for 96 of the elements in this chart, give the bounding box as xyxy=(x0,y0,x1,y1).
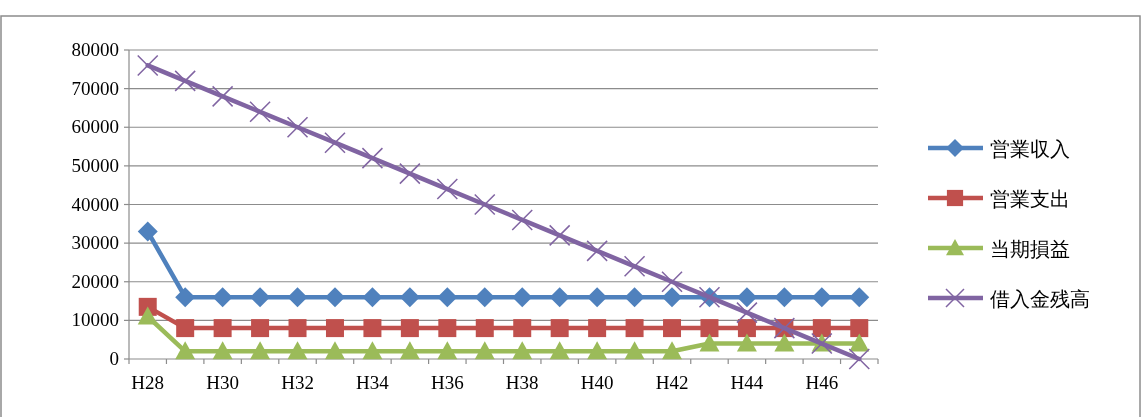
point xyxy=(212,341,233,360)
point xyxy=(286,116,309,138)
point xyxy=(774,287,795,308)
point xyxy=(549,341,570,360)
point xyxy=(549,287,570,308)
point xyxy=(774,333,795,352)
point xyxy=(736,301,758,324)
point xyxy=(363,319,382,338)
point xyxy=(213,319,232,338)
point xyxy=(812,319,831,338)
point xyxy=(176,319,195,338)
point xyxy=(399,287,420,308)
point xyxy=(212,287,233,308)
point xyxy=(849,333,870,352)
point xyxy=(474,193,496,216)
point xyxy=(588,319,607,338)
point xyxy=(325,319,344,338)
point xyxy=(438,319,457,338)
point xyxy=(174,70,196,92)
point xyxy=(737,319,756,338)
point xyxy=(287,341,308,360)
point xyxy=(663,319,682,338)
point xyxy=(324,131,346,154)
point xyxy=(849,287,870,308)
x-tick-label: H46 xyxy=(805,372,839,393)
point xyxy=(400,319,419,338)
point xyxy=(662,341,683,360)
y-tick-label: 60000 xyxy=(71,116,119,138)
point xyxy=(175,287,196,308)
point xyxy=(850,319,869,338)
y-tick-label: 50000 xyxy=(71,154,119,176)
x-tick-label: H44 xyxy=(730,372,764,393)
x-tick-label: H36 xyxy=(430,372,464,393)
y-tick-label: 40000 xyxy=(71,193,119,215)
legend-label: 当期損益 xyxy=(990,237,1070,261)
point xyxy=(700,319,719,338)
point xyxy=(324,341,345,360)
point xyxy=(587,341,608,360)
point xyxy=(624,341,645,360)
point xyxy=(474,341,495,360)
point xyxy=(550,319,569,338)
point xyxy=(287,287,308,308)
point xyxy=(249,101,271,123)
point xyxy=(136,54,159,77)
y-tick-label: 70000 xyxy=(71,77,119,99)
y-tick-label: 80000 xyxy=(71,39,119,60)
x-tick-label: H40 xyxy=(580,372,614,393)
x-tick-label: H28 xyxy=(131,372,165,393)
point xyxy=(436,178,459,200)
point xyxy=(511,209,533,231)
point xyxy=(625,319,644,338)
point xyxy=(437,287,458,308)
point xyxy=(512,287,533,308)
point xyxy=(251,319,270,338)
point xyxy=(586,240,608,262)
point xyxy=(175,341,196,360)
point xyxy=(288,319,307,338)
point xyxy=(587,287,608,308)
point xyxy=(324,287,345,308)
point xyxy=(474,287,495,308)
y-tick-label: 30000 xyxy=(71,232,119,254)
point xyxy=(399,341,420,360)
point xyxy=(548,224,571,247)
point xyxy=(661,271,683,293)
point xyxy=(362,287,383,308)
point xyxy=(513,319,532,338)
y-tick-label: 20000 xyxy=(71,270,119,292)
point xyxy=(811,287,832,308)
point xyxy=(662,287,683,308)
point xyxy=(699,333,720,352)
point xyxy=(512,341,533,360)
legend-label: 営業収入 xyxy=(990,137,1070,161)
legend-label: 借入金残高 xyxy=(990,287,1090,311)
point xyxy=(250,287,271,308)
point xyxy=(623,255,646,278)
point xyxy=(362,341,383,360)
x-tick-label: H30 xyxy=(206,372,239,393)
x-tick-label: H38 xyxy=(505,372,539,393)
point xyxy=(361,147,384,169)
legend-label: 営業支出 xyxy=(990,187,1070,211)
x-tick-label: H42 xyxy=(655,372,689,393)
point xyxy=(137,306,158,325)
point xyxy=(399,162,421,185)
x-tick-label: H34 xyxy=(356,372,390,393)
point xyxy=(736,287,757,308)
point xyxy=(848,348,871,370)
x-tick-label: H32 xyxy=(281,372,314,393)
point xyxy=(437,341,458,360)
point xyxy=(475,319,494,338)
point xyxy=(624,287,645,308)
point xyxy=(736,333,757,352)
point xyxy=(137,221,158,242)
point xyxy=(211,85,234,108)
y-tick-label: 0 xyxy=(109,348,119,369)
point xyxy=(250,341,271,360)
y-tick-label: 10000 xyxy=(71,309,119,331)
